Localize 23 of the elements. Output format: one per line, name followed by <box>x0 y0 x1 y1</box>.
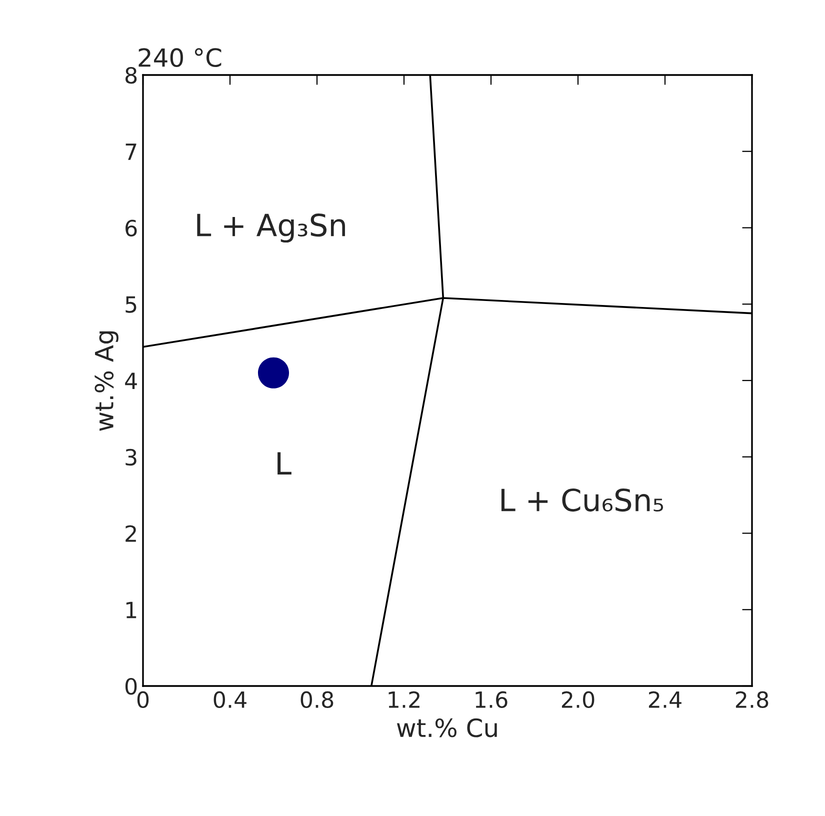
annotation: L <box>278 452 292 474</box>
annotation: L + Ag₃Sn <box>197 214 345 243</box>
y-tick-label: 5 <box>126 296 136 313</box>
x-tick-label: 1.2 <box>388 691 420 708</box>
x-tick-label: 1.6 <box>476 691 508 708</box>
x-tick-label: 0.8 <box>300 691 334 708</box>
x-tick-label: 0.4 <box>214 691 246 708</box>
chart-title: 240 °C <box>138 48 222 68</box>
y-tick-label: 3 <box>126 448 136 466</box>
x-axis-title: wt.% Cu <box>396 718 497 738</box>
annotation: L + Cu₆Sn₅ <box>501 488 664 512</box>
y-axis-title: wt.% Ag <box>94 331 118 431</box>
y-tick-label: 7 <box>126 144 136 160</box>
x-tick-label: 0 <box>137 691 149 708</box>
x-tick-label: 2.0 <box>562 691 594 708</box>
y-tick-label: 8 <box>126 66 137 84</box>
y-tick-label: 0 <box>125 678 137 695</box>
y-tick-label: 2 <box>126 525 136 542</box>
x-tick-label: 2.4 <box>648 691 682 708</box>
x-tick-label: 2.8 <box>736 691 768 708</box>
y-tick-label: 6 <box>126 220 137 237</box>
y-tick-label: 4 <box>125 372 137 389</box>
y-tick-label: 1 <box>126 602 136 618</box>
